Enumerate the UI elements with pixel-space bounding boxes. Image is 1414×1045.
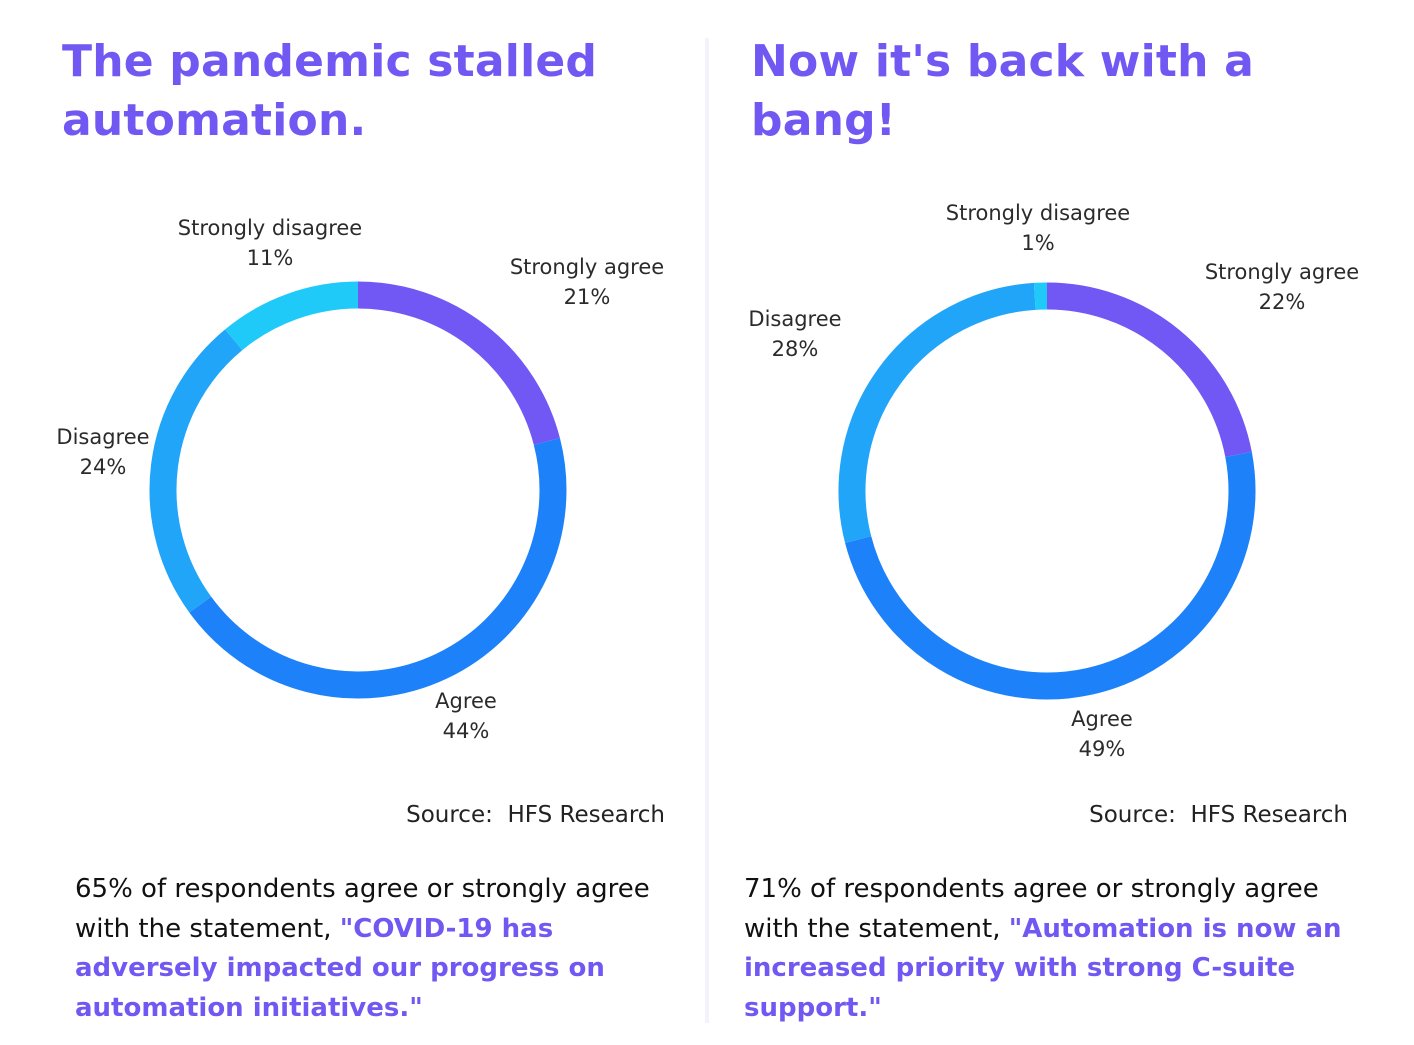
right-slice-disagree [838,282,1036,543]
left-slice-strongly-disagree [225,281,359,351]
left-label-disagree: Disagree [56,425,149,449]
left-label-strongly-disagree: Strongly disagree [178,216,362,240]
left-value-agree: 44% [443,719,490,743]
right-source: Source: HFS Research [1089,802,1348,828]
left-caption-text: 65% of respondents agree or strongly agr… [75,874,650,944]
right-label-strongly-agree: Strongly agree [1205,260,1359,284]
left-value-strongly-agree: 21% [564,285,611,309]
left-value-strongly-disagree: 11% [247,246,294,270]
right-value-agree: 49% [1079,737,1126,761]
right-value-strongly-disagree: 1% [1021,231,1054,255]
right-caption-text: 71% of respondents agree or strongly agr… [744,874,1319,944]
right-label-disagree: Disagree [748,307,841,331]
right-caption: 71% of respondents agree or strongly agr… [744,870,1344,1028]
right-value-disagree: 28% [772,337,819,361]
left-panel: The pandemic stalled automation. Strongl… [0,0,700,1045]
right-slice-agree [845,451,1256,700]
right-title: Now it's back with a bang! [751,36,1255,146]
right-label-strongly-disagree: Strongly disagree [946,201,1130,225]
right-value-strongly-agree: 22% [1259,290,1306,314]
left-slice-strongly-agree [357,281,560,445]
right-donut-chart: Strongly agree 22% Agree 49% Disagree 28% Stro… [748,201,1359,761]
right-slice-strongly-agree [1046,282,1252,458]
right-label-agree: Agree [1071,707,1133,731]
left-slice-agree [189,438,567,699]
left-source: Source: HFS Research [406,802,665,828]
left-label-strongly-agree: Strongly agree [510,255,664,279]
left-caption-quote: "COVID-19 has adversely impacted our pro… [75,913,605,1023]
left-caption: 65% of respondents agree or strongly agr… [75,870,675,1028]
right-caption-quote: "Automation is now an increased priority… [744,913,1342,1023]
left-value-disagree: 24% [80,455,127,479]
panel-divider [705,38,709,1023]
left-title: The pandemic stalled automation. [62,36,598,146]
left-donut-chart: Strongly agree 21% Agree 44% Disagree 24% Stro… [56,216,664,743]
right-panel: Now it's back with a bang! Strongly agre… [708,0,1408,1045]
left-label-agree: Agree [435,689,497,713]
left-slice-disagree [149,329,243,613]
